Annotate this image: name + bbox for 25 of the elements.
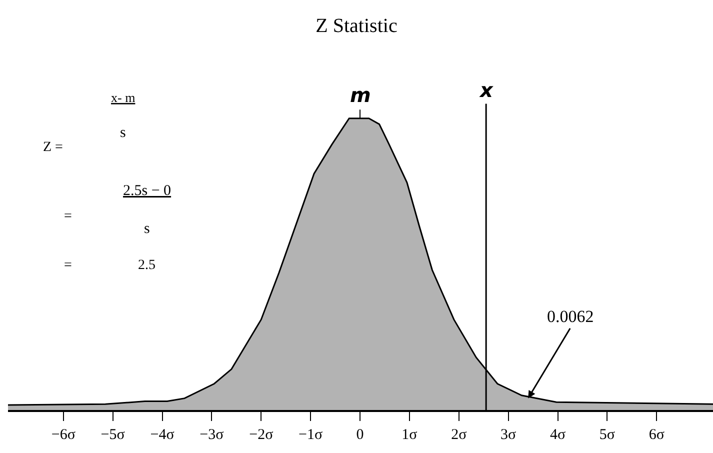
x-tick-label: 0 bbox=[356, 427, 364, 443]
x-tick-label: 2σ bbox=[451, 427, 467, 443]
chart-title: Z Statistic bbox=[316, 15, 398, 38]
annotation: s bbox=[144, 221, 150, 237]
x-tick-label: −3σ bbox=[200, 427, 224, 443]
annotation: 2.5 bbox=[138, 258, 156, 273]
annotation: = bbox=[64, 258, 72, 273]
annotation: Z = bbox=[43, 140, 64, 155]
x-tick-label: 4σ bbox=[550, 427, 566, 443]
x-tick-label: 5σ bbox=[599, 427, 615, 443]
text: x- m bbox=[111, 90, 136, 105]
x-tick-label: −5σ bbox=[100, 427, 125, 443]
x-tick-label: −6σ bbox=[51, 427, 76, 443]
x-tick-label: 6σ bbox=[648, 427, 664, 443]
x-tick-label: −2σ bbox=[249, 427, 274, 443]
annotation: 2.5s − 0 bbox=[123, 183, 172, 199]
x-tick-label: 1σ bbox=[402, 427, 418, 443]
annotation: 0.0062 bbox=[547, 307, 594, 326]
x-tick-label: 3σ bbox=[500, 427, 516, 443]
annotation: = bbox=[64, 209, 72, 224]
text: m bbox=[350, 83, 371, 107]
ref-line-label: x bbox=[479, 78, 494, 102]
x-tick-label: −1σ bbox=[298, 427, 323, 443]
x-tick-label: −4σ bbox=[150, 427, 174, 443]
annotation: s bbox=[120, 125, 126, 141]
